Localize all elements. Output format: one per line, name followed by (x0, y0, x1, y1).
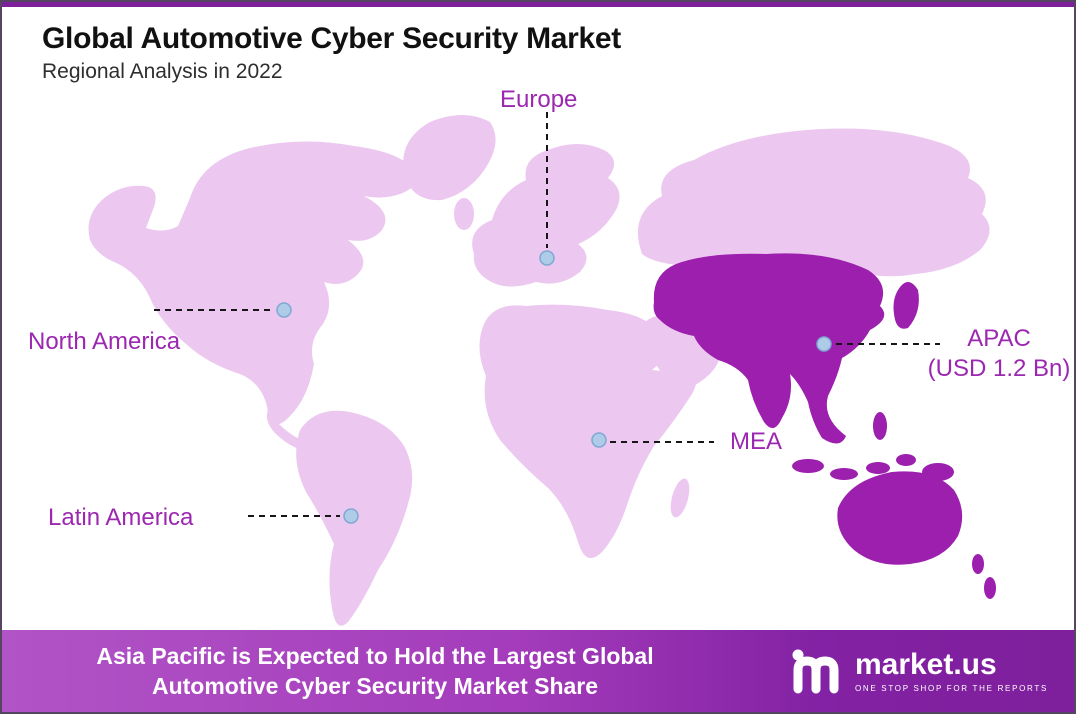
marketus-logo-icon (792, 649, 839, 694)
region-label-mea: MEA (730, 428, 783, 455)
marker-latin-america (343, 508, 359, 524)
island-japan (893, 282, 919, 329)
region-label-north-america: North America (28, 328, 181, 355)
world-map (88, 112, 996, 626)
region-central-america (266, 410, 303, 450)
marker-mea (591, 432, 607, 448)
marker-apac (816, 336, 832, 352)
page-title: Global Automotive Cyber Security Market (42, 22, 621, 55)
continent-europe (472, 144, 620, 287)
region-label-apac: APAC (USD 1.2 Bn) (924, 324, 1074, 384)
region-label-latin-america: Latin America (48, 504, 194, 531)
banner-headline: Asia Pacific is Expected to Hold the Lar… (30, 641, 720, 702)
island-uk (454, 198, 474, 230)
page-subtitle: Regional Analysis in 2022 (42, 60, 283, 83)
marketus-logo-text: market.us ONE STOP SHOP FOR THE REPORTS (854, 647, 1048, 693)
region-label-europe: Europe (500, 86, 578, 113)
continent-australia (837, 471, 963, 565)
marker-north-america (276, 302, 292, 318)
header: Global Automotive Cyber Security Market … (42, 22, 621, 84)
region-label-apac-value: (USD 1.2 Bn) (927, 355, 1071, 382)
continent-north-america (88, 141, 417, 425)
logo-name: market.us (854, 647, 997, 681)
region-north-asia (637, 128, 990, 277)
marker-europe (539, 250, 555, 266)
logo-tagline: ONE STOP SHOP FOR THE REPORTS (854, 683, 1048, 693)
marketus-logo: market.us ONE STOP SHOP FOR THE REPORTS (791, 630, 1048, 712)
region-label-apac-name: APAC (967, 325, 1031, 352)
banner-headline-line2: Automotive Cyber Security Market Share (151, 673, 599, 699)
island-madagascar (670, 478, 690, 518)
island-philippines (873, 412, 887, 440)
region-apac-highlight (653, 253, 885, 444)
footer-banner: Asia Pacific is Expected to Hold the Lar… (2, 630, 1074, 712)
continent-africa (479, 304, 697, 559)
island-iceland (441, 152, 467, 168)
banner-headline-line1: Asia Pacific is Expected to Hold the Lar… (96, 642, 654, 669)
islands-new-zealand (972, 554, 996, 599)
top-accent-bar (2, 2, 1074, 7)
